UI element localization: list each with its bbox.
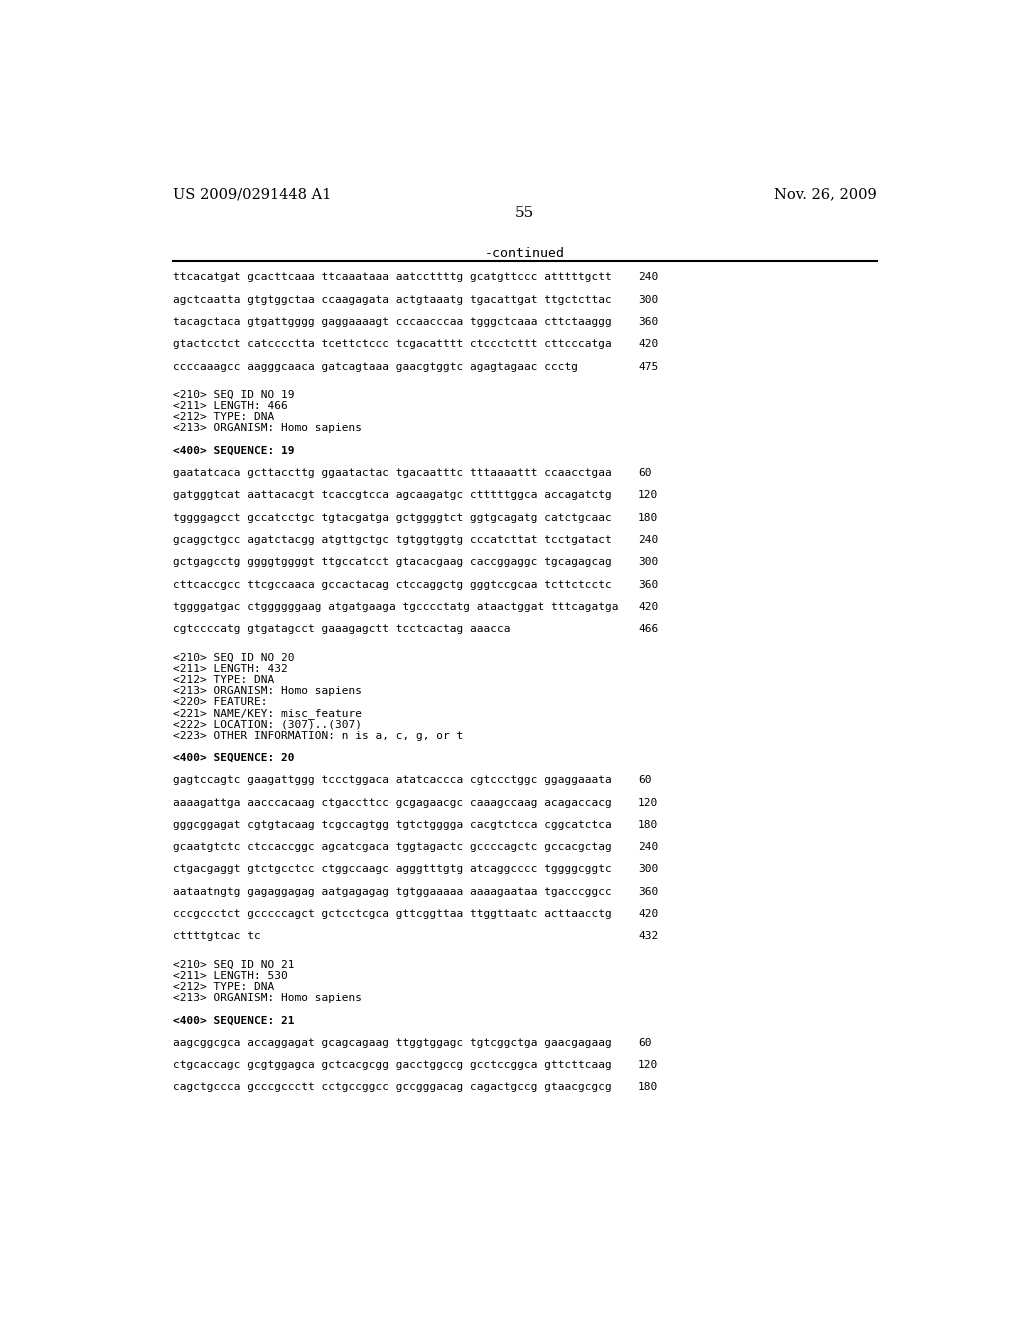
- Text: cgtccccatg gtgatagcct gaaagagctt tcctcactag aaacca: cgtccccatg gtgatagcct gaaagagctt tcctcac…: [173, 624, 510, 634]
- Text: aagcggcgca accaggagat gcagcagaag ttggtggagc tgtcggctga gaacgagaag: aagcggcgca accaggagat gcagcagaag ttggtgg…: [173, 1038, 611, 1048]
- Text: -continued: -continued: [484, 247, 565, 260]
- Text: <220> FEATURE:: <220> FEATURE:: [173, 697, 267, 708]
- Text: tacagctaca gtgattgggg gaggaaaagt cccaacccaa tgggctcaaa cttctaaggg: tacagctaca gtgattgggg gaggaaaagt cccaacc…: [173, 317, 611, 327]
- Text: 120: 120: [638, 1060, 658, 1071]
- Text: 240: 240: [638, 535, 658, 545]
- Text: 120: 120: [638, 490, 658, 500]
- Text: <210> SEQ ID NO 19: <210> SEQ ID NO 19: [173, 389, 295, 400]
- Text: agctcaatta gtgtggctaa ccaagagata actgtaaatg tgacattgat ttgctcttac: agctcaatta gtgtggctaa ccaagagata actgtaa…: [173, 294, 611, 305]
- Text: cagctgccca gcccgccctt cctgccggcc gccgggacag cagactgccg gtaacgcgcg: cagctgccca gcccgccctt cctgccggcc gccggga…: [173, 1082, 611, 1093]
- Text: 300: 300: [638, 294, 658, 305]
- Text: <400> SEQUENCE: 20: <400> SEQUENCE: 20: [173, 752, 295, 763]
- Text: <221> NAME/KEY: misc_feature: <221> NAME/KEY: misc_feature: [173, 708, 361, 719]
- Text: ctgacgaggt gtctgcctcc ctggccaagc agggtttgtg atcaggcccc tggggcggtc: ctgacgaggt gtctgcctcc ctggccaagc agggttt…: [173, 865, 611, 874]
- Text: gaatatcaca gcttaccttg ggaatactac tgacaatttc tttaaaattt ccaacctgaa: gaatatcaca gcttaccttg ggaatactac tgacaat…: [173, 469, 611, 478]
- Text: gatgggtcat aattacacgt tcaccgtcca agcaagatgc ctttttggca accagatctg: gatgggtcat aattacacgt tcaccgtcca agcaaga…: [173, 490, 611, 500]
- Text: 180: 180: [638, 1082, 658, 1093]
- Text: <213> ORGANISM: Homo sapiens: <213> ORGANISM: Homo sapiens: [173, 424, 361, 433]
- Text: 420: 420: [638, 909, 658, 919]
- Text: <400> SEQUENCE: 21: <400> SEQUENCE: 21: [173, 1015, 295, 1026]
- Text: 60: 60: [638, 469, 651, 478]
- Text: <210> SEQ ID NO 21: <210> SEQ ID NO 21: [173, 960, 295, 970]
- Text: <212> TYPE: DNA: <212> TYPE: DNA: [173, 412, 274, 422]
- Text: <210> SEQ ID NO 20: <210> SEQ ID NO 20: [173, 652, 295, 663]
- Text: 300: 300: [638, 865, 658, 874]
- Text: 55: 55: [515, 206, 535, 220]
- Text: Nov. 26, 2009: Nov. 26, 2009: [774, 187, 877, 202]
- Text: 360: 360: [638, 579, 658, 590]
- Text: 60: 60: [638, 1038, 651, 1048]
- Text: gctgagcctg ggggtggggt ttgccatcct gtacacgaag caccggaggc tgcagagcag: gctgagcctg ggggtggggt ttgccatcct gtacacg…: [173, 557, 611, 568]
- Text: <211> LENGTH: 466: <211> LENGTH: 466: [173, 401, 288, 411]
- Text: <400> SEQUENCE: 19: <400> SEQUENCE: 19: [173, 446, 295, 455]
- Text: tggggagcct gccatcctgc tgtacgatga gctggggtct ggtgcagatg catctgcaac: tggggagcct gccatcctgc tgtacgatga gctgggg…: [173, 512, 611, 523]
- Text: 240: 240: [638, 842, 658, 853]
- Text: 180: 180: [638, 512, 658, 523]
- Text: 432: 432: [638, 932, 658, 941]
- Text: gtactcctct catcccctta tcettctccc tcgacatttt ctccctcttt cttcccatga: gtactcctct catcccctta tcettctccc tcgacat…: [173, 339, 611, 350]
- Text: 466: 466: [638, 624, 658, 634]
- Text: aataatngtg gagaggagag aatgagagag tgtggaaaaa aaaagaataa tgacccggcc: aataatngtg gagaggagag aatgagagag tgtggaa…: [173, 887, 611, 896]
- Text: tggggatgac ctggggggaag atgatgaaga tgcccctatg ataactggat tttcagatga: tggggatgac ctggggggaag atgatgaaga tgcccc…: [173, 602, 618, 612]
- Text: gcaatgtctc ctccaccggc agcatcgaca tggtagactc gccccagctc gccacgctag: gcaatgtctc ctccaccggc agcatcgaca tggtaga…: [173, 842, 611, 853]
- Text: 180: 180: [638, 820, 658, 830]
- Text: <213> ORGANISM: Homo sapiens: <213> ORGANISM: Homo sapiens: [173, 686, 361, 696]
- Text: ttcacatgat gcacttcaaa ttcaaataaa aatccttttg gcatgttccc atttttgctt: ttcacatgat gcacttcaaa ttcaaataaa aatcctt…: [173, 272, 611, 282]
- Text: <211> LENGTH: 432: <211> LENGTH: 432: [173, 664, 288, 673]
- Text: 420: 420: [638, 602, 658, 612]
- Text: 475: 475: [638, 362, 658, 372]
- Text: cccgccctct gcccccagct gctcctcgca gttcggttaa ttggttaatc acttaacctg: cccgccctct gcccccagct gctcctcgca gttcggt…: [173, 909, 611, 919]
- Text: <213> ORGANISM: Homo sapiens: <213> ORGANISM: Homo sapiens: [173, 993, 361, 1003]
- Text: 420: 420: [638, 339, 658, 350]
- Text: gagtccagtc gaagattggg tccctggaca atatcaccca cgtccctggc ggaggaaata: gagtccagtc gaagattggg tccctggaca atatcac…: [173, 775, 611, 785]
- Text: 240: 240: [638, 272, 658, 282]
- Text: US 2009/0291448 A1: US 2009/0291448 A1: [173, 187, 332, 202]
- Text: aaaagattga aacccacaag ctgaccttcc gcgagaacgc caaagccaag acagaccacg: aaaagattga aacccacaag ctgaccttcc gcgagaa…: [173, 797, 611, 808]
- Text: <222> LOCATION: (307)..(307): <222> LOCATION: (307)..(307): [173, 719, 361, 730]
- Text: cttttgtcac tc: cttttgtcac tc: [173, 932, 261, 941]
- Text: <212> TYPE: DNA: <212> TYPE: DNA: [173, 675, 274, 685]
- Text: gcaggctgcc agatctacgg atgttgctgc tgtggtggtg cccatcttat tcctgatact: gcaggctgcc agatctacgg atgttgctgc tgtggtg…: [173, 535, 611, 545]
- Text: 60: 60: [638, 775, 651, 785]
- Text: <211> LENGTH: 530: <211> LENGTH: 530: [173, 970, 288, 981]
- Text: <223> OTHER INFORMATION: n is a, c, g, or t: <223> OTHER INFORMATION: n is a, c, g, o…: [173, 730, 463, 741]
- Text: cttcaccgcc ttcgccaaca gccactacag ctccaggctg gggtccgcaa tcttctcctc: cttcaccgcc ttcgccaaca gccactacag ctccagg…: [173, 579, 611, 590]
- Text: <212> TYPE: DNA: <212> TYPE: DNA: [173, 982, 274, 991]
- Text: 360: 360: [638, 887, 658, 896]
- Text: 300: 300: [638, 557, 658, 568]
- Text: 120: 120: [638, 797, 658, 808]
- Text: ctgcaccagc gcgtggagca gctcacgcgg gacctggccg gcctccggca gttcttcaag: ctgcaccagc gcgtggagca gctcacgcgg gacctgg…: [173, 1060, 611, 1071]
- Text: 360: 360: [638, 317, 658, 327]
- Text: gggcggagat cgtgtacaag tcgccagtgg tgtctgggga cacgtctcca cggcatctca: gggcggagat cgtgtacaag tcgccagtgg tgtctgg…: [173, 820, 611, 830]
- Text: ccccaaagcc aagggcaaca gatcagtaaa gaacgtggtc agagtagaac ccctg: ccccaaagcc aagggcaaca gatcagtaaa gaacgtg…: [173, 362, 578, 372]
